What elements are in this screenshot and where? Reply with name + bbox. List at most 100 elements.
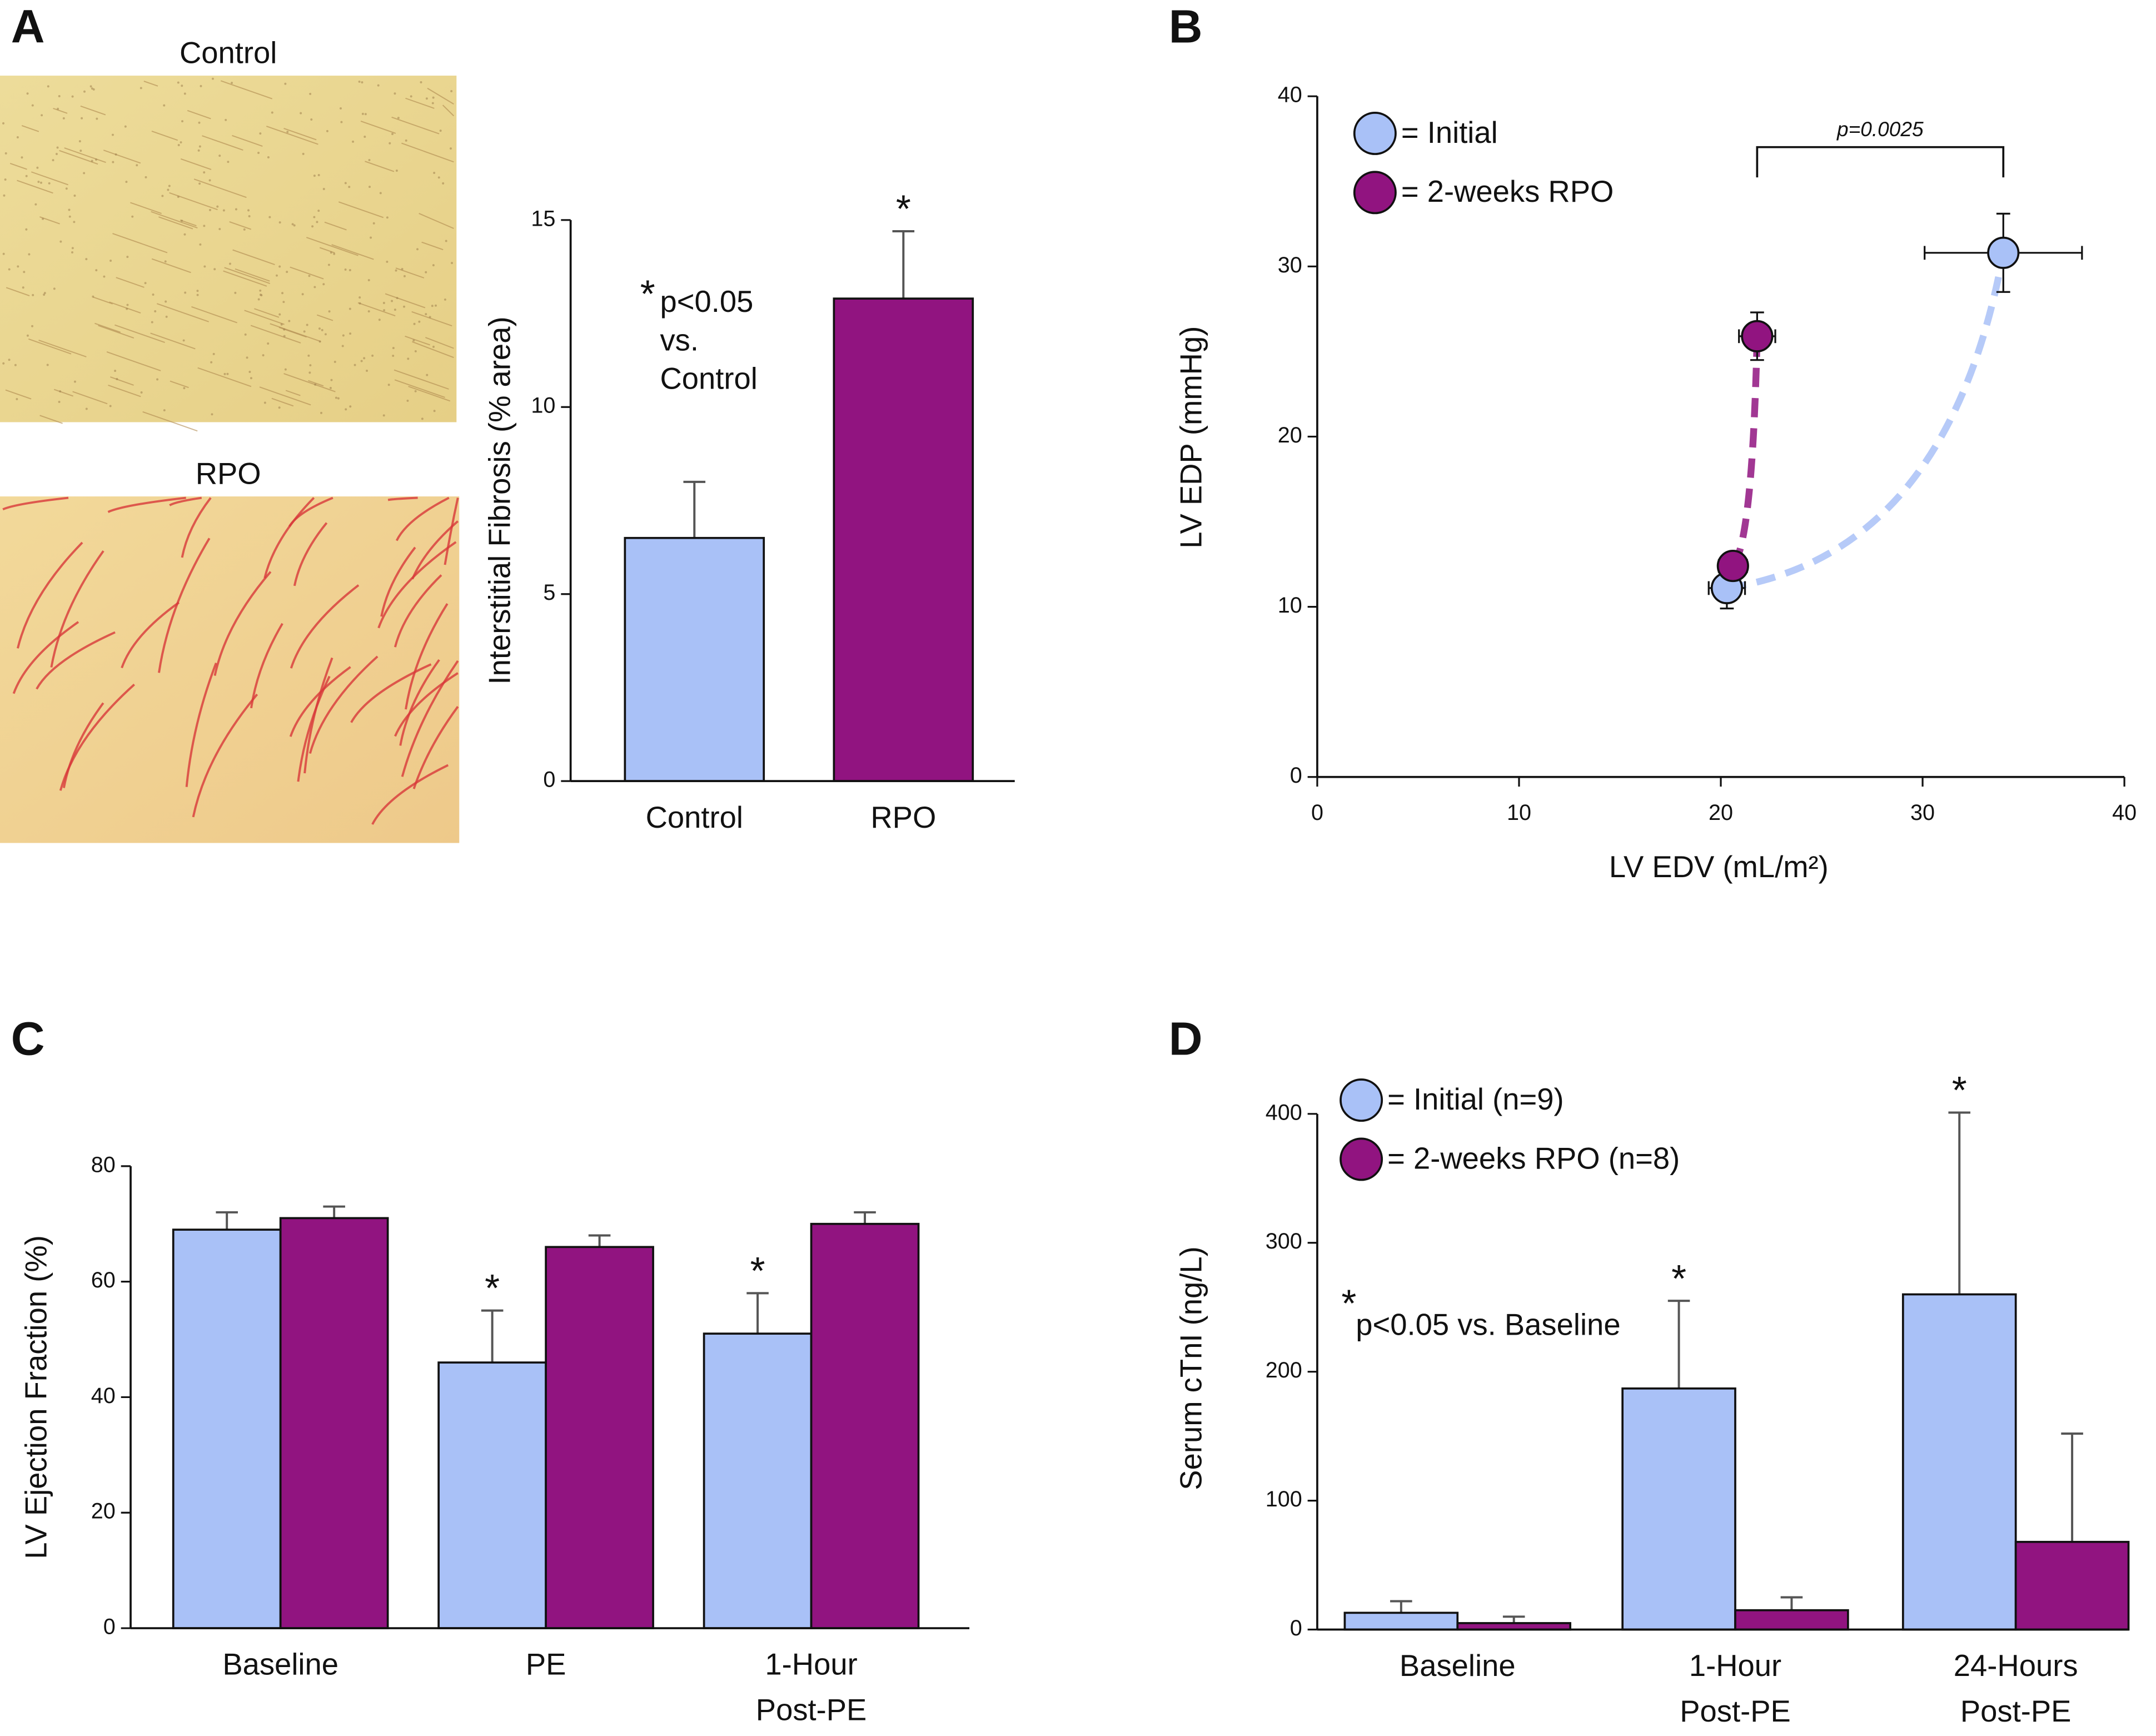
speck [369, 186, 371, 188]
speck [309, 92, 312, 95]
fiber [371, 764, 449, 825]
speck [114, 153, 117, 156]
speck [431, 305, 434, 307]
speck [68, 215, 71, 218]
speck [328, 310, 331, 313]
speck [333, 360, 336, 363]
fiber [232, 135, 263, 147]
speck [444, 298, 446, 301]
x-tick-label: 10 [1507, 800, 1531, 825]
legend-label: = Initial (n=9) [1387, 1082, 1564, 1116]
speck [177, 196, 180, 198]
speck [212, 352, 215, 355]
speck [383, 309, 386, 312]
fiber [94, 322, 121, 333]
speck [302, 152, 305, 155]
speck [449, 147, 452, 150]
speck [41, 114, 43, 117]
fiber [360, 121, 396, 134]
speck [65, 187, 68, 190]
speck [414, 350, 417, 352]
speck [211, 77, 214, 80]
speck [85, 407, 88, 410]
fiber [308, 380, 324, 387]
fiber [21, 125, 39, 132]
x-tick-label: RPO [870, 800, 936, 834]
speck [244, 333, 247, 336]
speck [42, 217, 44, 220]
speck [140, 87, 142, 89]
speck [14, 364, 17, 366]
speck [389, 142, 391, 145]
speck [361, 81, 364, 84]
y-tick-label: 20 [1278, 423, 1302, 447]
fiber [232, 249, 275, 266]
speck [183, 233, 186, 236]
fiber [350, 663, 432, 723]
speck [136, 164, 138, 167]
speck [364, 136, 366, 138]
speck [378, 319, 381, 321]
speck [306, 324, 308, 326]
y-tick-label: 20 [91, 1499, 116, 1524]
significance-marker: * [485, 1266, 500, 1310]
fiber [62, 702, 104, 788]
speck [278, 406, 281, 409]
speck [196, 290, 199, 292]
speck [125, 181, 128, 183]
speck [396, 297, 399, 300]
bar [279, 1217, 389, 1629]
speck [2, 122, 4, 125]
bar [810, 1222, 920, 1629]
speck [31, 325, 34, 327]
speck [210, 361, 213, 364]
speck [73, 221, 76, 223]
speck [395, 269, 397, 272]
speck [403, 305, 406, 308]
speck [21, 156, 23, 159]
fiber [150, 332, 196, 350]
fiber [399, 659, 440, 746]
speck [200, 84, 202, 87]
fiber [72, 391, 108, 405]
speck [367, 310, 370, 313]
speck [278, 221, 281, 224]
speck [318, 327, 321, 330]
speck [183, 387, 186, 390]
speck [68, 208, 71, 211]
fiber [110, 376, 134, 386]
speck [451, 262, 453, 265]
speck [168, 185, 171, 187]
fiber [316, 314, 333, 321]
speck [414, 390, 417, 392]
fiber [59, 150, 98, 165]
fiber [130, 202, 162, 214]
fiber [12, 621, 79, 694]
bar [1621, 1387, 1736, 1631]
fiber [244, 310, 285, 325]
speck [379, 192, 382, 195]
fiber [357, 302, 396, 317]
speck [280, 323, 283, 326]
legend-label: = 2-weeks RPO (n=8) [1387, 1141, 1680, 1175]
speck [284, 82, 287, 85]
y-tick-label: 200 [1266, 1358, 1302, 1382]
speck [78, 140, 81, 143]
speck [368, 158, 371, 161]
speck [154, 310, 157, 312]
fiber [419, 213, 454, 229]
bracket [1756, 146, 2005, 178]
speck [391, 133, 394, 135]
fiber [235, 268, 270, 282]
speck [293, 224, 296, 227]
speck [109, 405, 112, 407]
fiber [405, 335, 431, 346]
speck [348, 307, 351, 310]
speck [235, 208, 237, 211]
fiber [80, 105, 106, 116]
speck [316, 221, 318, 223]
speck [216, 205, 219, 208]
y-axis-label: Interstitial Fibrosis (% area) [482, 316, 516, 684]
speck [308, 371, 311, 374]
